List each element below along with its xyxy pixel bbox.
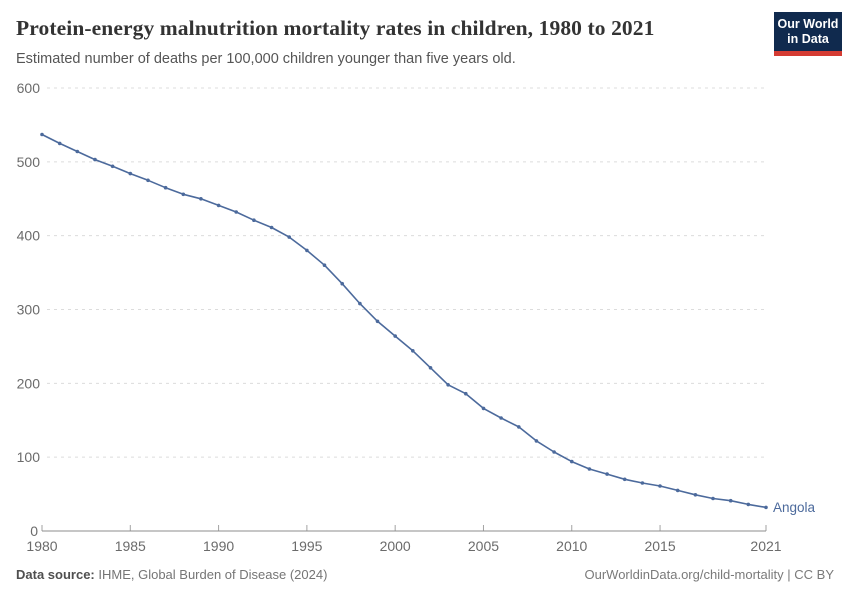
y-tick-label: 300 [17, 302, 41, 318]
x-axis-labels: 1980 1985 1990 1995 2000 2005 2010 2015 2021 [26, 538, 781, 554]
data-point[interactable] [534, 439, 539, 443]
data-point[interactable] [517, 425, 521, 429]
data-point[interactable] [428, 366, 433, 370]
data-point[interactable] [181, 192, 186, 197]
data-point[interactable] [110, 164, 115, 169]
data-point[interactable] [146, 178, 150, 183]
x-axis [41, 525, 767, 532]
data-point[interactable] [40, 132, 44, 137]
data-point[interactable] [605, 472, 609, 476]
data-point[interactable] [305, 248, 309, 253]
data-point[interactable] [93, 157, 97, 162]
data-point[interactable] [340, 281, 345, 286]
data-point[interactable] [375, 319, 380, 324]
data-point[interactable] [499, 416, 503, 420]
data-point[interactable] [570, 459, 574, 464]
series-line[interactable] [41, 133, 767, 509]
x-tick-label: 1980 [26, 538, 57, 554]
y-tick-label: 500 [17, 154, 41, 170]
x-tick-label: 1990 [203, 538, 234, 554]
data-point[interactable] [199, 197, 203, 201]
data-point[interactable] [464, 391, 468, 396]
data-point[interactable] [269, 225, 274, 230]
data-point[interactable] [446, 383, 450, 387]
x-tick-label: 2021 [750, 538, 781, 554]
data-point[interactable] [411, 349, 415, 353]
data-point[interactable] [640, 481, 645, 485]
owid-logo[interactable]: Our World in Data [774, 12, 842, 56]
data-point[interactable] [658, 484, 662, 488]
data-point[interactable] [746, 502, 751, 507]
series-end-label[interactable]: Angola [773, 500, 816, 515]
x-tick-label: 2010 [556, 538, 587, 554]
data-source-value: IHME, Global Burden of Disease (2024) [94, 567, 328, 582]
data-point[interactable] [675, 488, 680, 493]
chart-footer: Data source: IHME, Global Burden of Dise… [16, 567, 834, 582]
license-credit[interactable]: OurWorldinData.org/child-mortality | CC … [584, 567, 835, 582]
data-point[interactable] [393, 334, 398, 338]
x-tick-label: 2015 [644, 538, 675, 554]
y-tick-label: 100 [17, 449, 41, 465]
y-tick-label: 400 [17, 228, 41, 244]
y-gridlines [47, 87, 766, 458]
data-source-label: Data source: [16, 567, 95, 582]
chart-subtitle: Estimated number of deaths per 100,000 c… [16, 51, 516, 67]
y-tick-label: 0 [30, 523, 38, 539]
data-point[interactable] [552, 450, 556, 454]
data-series[interactable] [40, 132, 768, 510]
data-point[interactable] [764, 505, 768, 510]
data-point[interactable] [216, 203, 221, 208]
data-point[interactable] [693, 493, 698, 497]
y-tick-label: 600 [17, 80, 41, 96]
data-source: Data source: IHME, Global Burden of Dise… [16, 567, 327, 582]
data-point[interactable] [358, 301, 362, 306]
data-point[interactable] [57, 141, 62, 146]
x-tick-label: 2005 [468, 538, 499, 554]
x-tick-label: 2000 [380, 538, 411, 554]
data-point[interactable] [322, 263, 327, 268]
data-point[interactable] [587, 467, 592, 471]
data-point[interactable] [128, 171, 133, 176]
data-point[interactable] [481, 406, 486, 411]
data-point[interactable] [252, 218, 256, 222]
y-tick-label: 200 [17, 375, 41, 391]
x-tick-label: 1985 [115, 538, 146, 554]
data-point[interactable] [711, 496, 715, 501]
data-point[interactable] [287, 235, 292, 239]
x-tick-label: 1995 [291, 538, 322, 554]
owid-logo-line2: in Data [787, 31, 829, 46]
data-point[interactable] [75, 149, 80, 154]
data-point[interactable] [234, 210, 238, 214]
y-axis-labels: 0 100 200 300 400 500 600 [17, 80, 41, 539]
data-point[interactable] [622, 477, 627, 482]
data-point[interactable] [163, 185, 168, 190]
data-point[interactable] [728, 498, 733, 503]
owid-logo-line1: Our World [777, 17, 839, 32]
chart-title: Protein-energy malnutrition mortality ra… [16, 16, 655, 40]
